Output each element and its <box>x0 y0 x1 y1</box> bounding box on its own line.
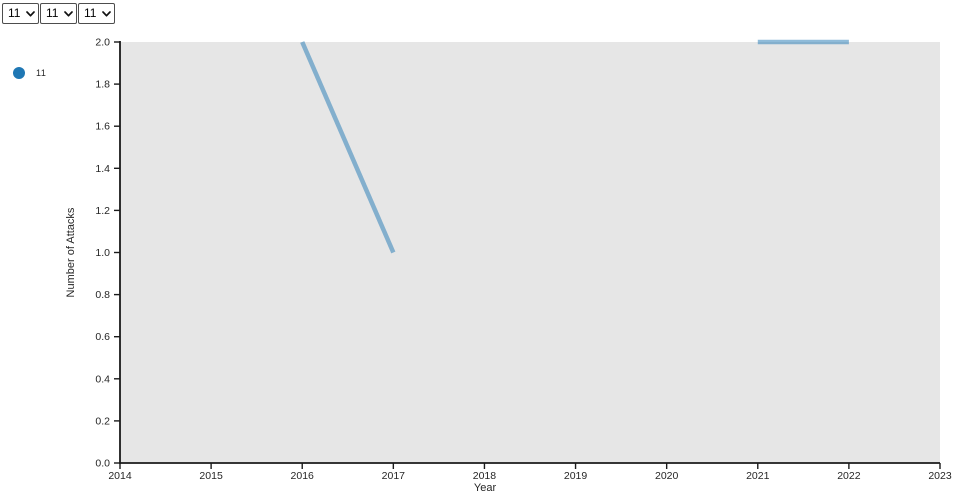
legend: 11 <box>13 67 46 79</box>
svg-text:1.2: 1.2 <box>95 205 110 217</box>
svg-text:2018: 2018 <box>473 470 497 482</box>
svg-text:2021: 2021 <box>746 470 770 482</box>
svg-text:0.2: 0.2 <box>95 415 110 427</box>
svg-text:1.8: 1.8 <box>95 79 110 91</box>
legend-marker-icon <box>13 67 25 79</box>
svg-text:2023: 2023 <box>928 470 952 482</box>
svg-text:2022: 2022 <box>837 470 861 482</box>
svg-text:0.8: 0.8 <box>95 289 110 301</box>
svg-text:1.4: 1.4 <box>95 163 110 175</box>
svg-text:0.0: 0.0 <box>95 458 110 470</box>
filter-select-2[interactable]: 11 <box>40 3 77 24</box>
svg-text:2017: 2017 <box>382 470 406 482</box>
legend-item: 11 <box>13 67 46 79</box>
svg-text:2014: 2014 <box>108 470 132 482</box>
svg-text:0.6: 0.6 <box>95 331 110 343</box>
svg-text:2019: 2019 <box>564 470 588 482</box>
svg-text:2.0: 2.0 <box>95 37 110 49</box>
filter-select-wrap-2: 11 <box>40 3 77 24</box>
filter-select-wrap-1: 11 <box>2 3 39 24</box>
svg-text:2020: 2020 <box>655 470 679 482</box>
legend-label: 11 <box>36 68 47 78</box>
x-tick-labels: 2014 2015 2016 2017 2018 2019 2020 2021 2022 2023 <box>108 463 952 482</box>
y-tick-labels: 0.0 0.2 0.4 0.6 0.8 1.0 1.2 1.4 1.6 1.8 2.0 <box>95 37 120 470</box>
svg-text:1.0: 1.0 <box>95 247 110 259</box>
y-axis-title: Number of Attacks <box>65 207 77 297</box>
series-line-11 <box>300 41 396 254</box>
svg-text:0.4: 0.4 <box>95 373 110 385</box>
x-axis-title: Year <box>474 482 497 494</box>
svg-text:2015: 2015 <box>199 470 223 482</box>
filter-select-3[interactable]: 11 <box>78 3 115 24</box>
filter-select-1[interactable]: 11 <box>2 3 39 24</box>
svg-text:2016: 2016 <box>291 470 315 482</box>
plot-area <box>120 42 940 463</box>
svg-text:1.6: 1.6 <box>95 121 110 133</box>
filter-select-wrap-3: 11 <box>78 3 115 24</box>
filter-controls: 11 11 11 <box>2 3 115 24</box>
